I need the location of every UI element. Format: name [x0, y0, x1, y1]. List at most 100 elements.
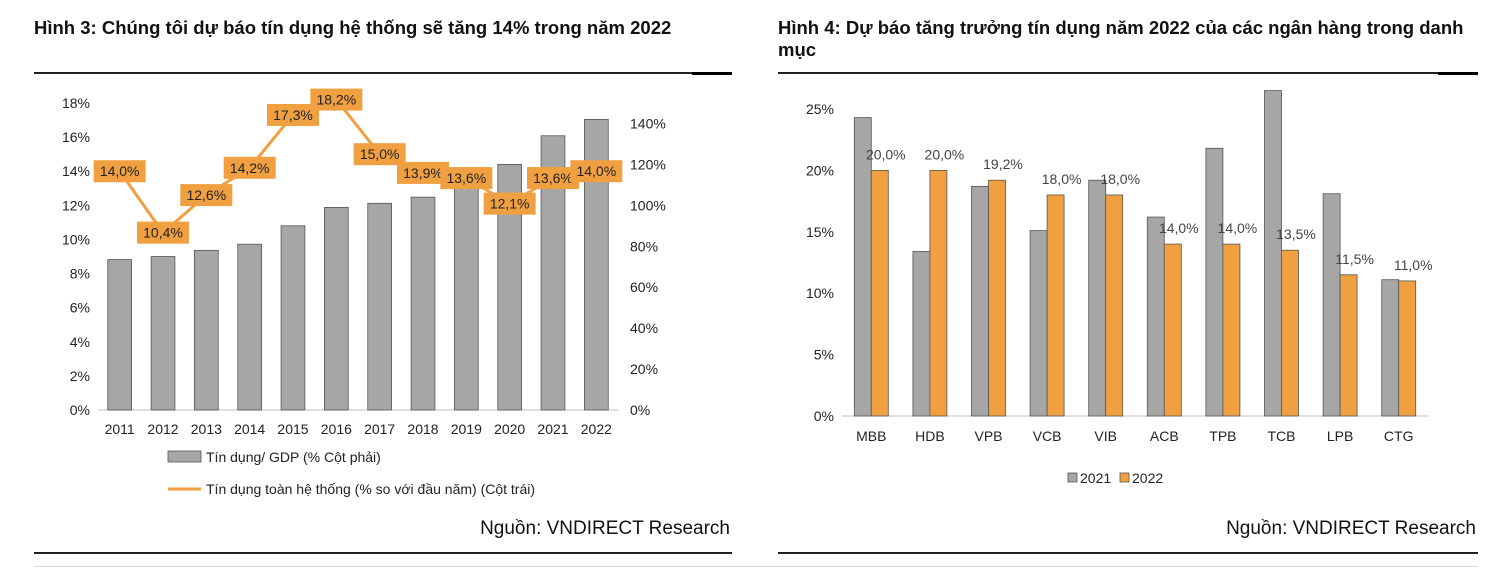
data-label-box [570, 160, 623, 183]
bar-credit-gdp [194, 249, 219, 411]
data-label: 14,0% [100, 163, 140, 179]
left-axis-tick-label: 6% [70, 300, 90, 316]
bar-2022 [1105, 194, 1124, 417]
bar-2021 [971, 185, 989, 417]
left-axis-tick-label: 12% [62, 197, 90, 213]
legend-label: 2021 [1080, 470, 1111, 486]
data-label: 13,9% [403, 165, 443, 181]
legend-label: Tín dụng/ GDP (% Cột phải) [206, 449, 381, 465]
data-label: 17,3% [273, 107, 313, 123]
right-axis-tick-label: 20% [630, 361, 658, 377]
data-label-box [483, 192, 536, 215]
bar-2022 [988, 179, 1006, 417]
left-axis-tick-label: 16% [62, 129, 90, 145]
data-label: 11,5% [1335, 251, 1374, 267]
x-axis-tick-label: 2011 [105, 421, 135, 437]
figure-4-title: Hình 4: Dự báo tăng trưởng tín dụng năm … [778, 17, 1464, 60]
data-label-box [310, 88, 363, 111]
legend-label: Tín dụng toàn hệ thống (% so với đầu năm… [206, 481, 535, 497]
legend-label: 2022 [1132, 470, 1163, 486]
y-axis-tick-label: 0% [814, 408, 834, 424]
data-label: 13,6% [533, 170, 573, 186]
bar-credit-gdp [237, 243, 262, 411]
x-axis-tick-label: 2017 [364, 421, 395, 437]
x-axis-tick-label: VPB [974, 428, 1002, 444]
figure-3-title-rule [34, 72, 732, 75]
x-axis-tick-label: 2014 [234, 421, 265, 437]
data-label: 18,0% [1042, 171, 1082, 187]
x-axis-tick-label: TPB [1209, 428, 1236, 444]
x-axis-tick-label: MBB [856, 428, 886, 444]
data-label-box [440, 167, 493, 190]
bar-2021 [1146, 216, 1165, 417]
bar-credit-gdp [540, 135, 566, 411]
y-axis-tick-label: 25% [806, 101, 834, 117]
x-axis-tick-label: TCB [1268, 428, 1296, 444]
data-label-box [267, 103, 319, 126]
bar-credit-gdp [367, 202, 392, 411]
bar-2021 [1381, 279, 1400, 417]
data-label-box [180, 184, 233, 207]
page-bottom-line [34, 566, 1478, 567]
data-label: 12,6% [186, 187, 226, 203]
bar-2022 [1163, 243, 1182, 417]
bar-2022 [1398, 280, 1417, 417]
bar-credit-gdp [280, 225, 306, 411]
figure-3-source: Nguồn: VNDIRECT Research [480, 518, 730, 539]
x-axis-tick-label: HDB [915, 428, 945, 444]
data-label-box [353, 143, 406, 166]
left-axis-tick-label: 0% [70, 402, 90, 418]
bar-2022 [1046, 194, 1065, 417]
data-label: 13,5% [1276, 226, 1316, 242]
x-axis-tick-label: 2021 [537, 421, 568, 437]
x-axis-tick-label: CTG [1384, 428, 1414, 444]
left-axis-tick-label: 4% [70, 334, 90, 350]
bar-2022 [1222, 243, 1241, 417]
figure-4-bottom-rule [778, 552, 1478, 554]
bar-2021 [1088, 179, 1107, 417]
data-label: 13,6% [446, 170, 486, 186]
data-label: 14,0% [1159, 220, 1199, 236]
right-axis-tick-label: 80% [630, 238, 658, 254]
bar-credit-gdp [150, 256, 176, 411]
x-axis-tick-label: ACB [1150, 428, 1179, 444]
data-label-box [223, 156, 276, 179]
data-label: 10,4% [143, 225, 183, 241]
bar-credit-gdp [454, 184, 479, 411]
bar-2022 [1339, 274, 1358, 417]
x-axis-tick-label: 2018 [407, 421, 438, 437]
data-label: 20,0% [925, 146, 965, 162]
legend-swatch-bar [167, 450, 202, 463]
figure-4-title-rule [778, 72, 1478, 75]
bar-2022 [929, 170, 948, 417]
bar-2021 [1029, 230, 1048, 417]
data-label: 14,0% [1218, 220, 1258, 236]
x-axis-tick-label: 2013 [191, 421, 222, 437]
figure-4-chart: 0% 5% 10% 15% 20% 25% 20,0% MBB 20,0% HDB 19,2% VPB… [806, 90, 1433, 486]
data-label: 12,1% [490, 196, 530, 212]
data-label: 14,0% [576, 163, 616, 179]
data-label: 14,2% [230, 160, 270, 176]
data-label-box [527, 167, 579, 190]
bar-2022 [870, 170, 889, 417]
bar-2021 [1264, 90, 1282, 417]
figure-3-title: Hình 3: Chúng tôi dự báo tín dụng hệ thố… [34, 17, 672, 38]
y-axis-tick-label: 10% [806, 285, 834, 301]
data-label: 11,0% [1394, 257, 1433, 273]
x-axis-tick-label: 2012 [147, 421, 178, 437]
x-axis-tick-label: 2019 [451, 421, 482, 437]
figure-4-source: Nguồn: VNDIRECT Research [1226, 518, 1476, 539]
bar-credit-gdp [497, 164, 522, 411]
left-axis-tick-label: 2% [70, 368, 90, 384]
x-axis-tick-label: 2022 [581, 421, 612, 437]
x-axis-tick-label: 2016 [321, 421, 352, 437]
y-axis-tick-label: 5% [814, 347, 834, 363]
bar-2021 [912, 251, 931, 417]
bar-credit-gdp [584, 118, 609, 411]
data-label: 18,2% [316, 92, 356, 108]
right-axis-tick-label: 120% [630, 156, 666, 172]
data-label: 18,0% [1100, 171, 1140, 187]
bar-2021 [1322, 193, 1341, 417]
data-label: 20,0% [866, 146, 906, 162]
bar-2021 [1205, 147, 1224, 417]
